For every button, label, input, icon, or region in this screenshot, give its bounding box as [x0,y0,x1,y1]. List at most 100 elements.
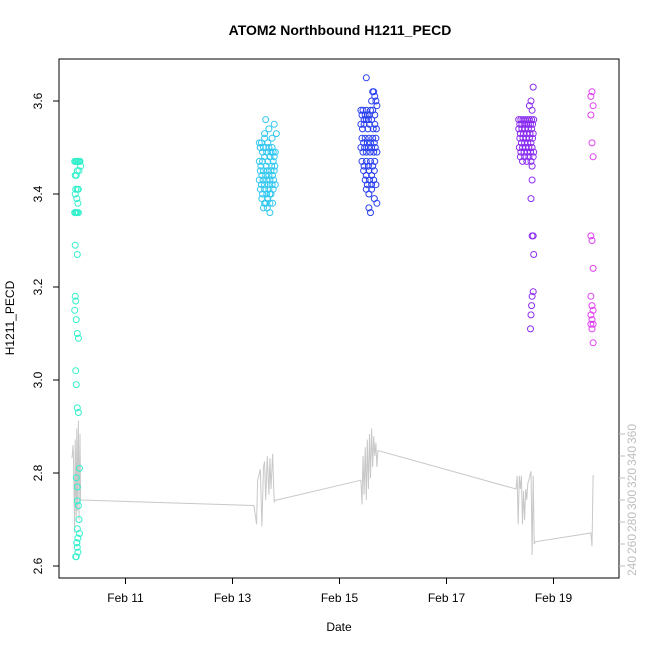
data-point [73,539,81,547]
data-point [370,167,378,175]
data-point [524,120,532,128]
y-tick-label: 3.0 [31,371,45,388]
data-point [529,153,537,161]
data-point [266,153,274,161]
data-point [527,325,534,333]
data-point [73,195,81,203]
data-point [527,311,535,319]
data-point [370,148,378,156]
data-point [372,134,380,142]
y-axis-left: 2.6 2.8 3.0 3.2 3.4 3.6 [31,92,59,574]
data-point [264,139,272,147]
data-point [524,125,532,133]
data-point [358,134,366,142]
data-point [74,209,82,217]
data-point [357,106,365,114]
data-point [371,120,379,128]
data-point [73,483,81,491]
data-point [587,111,595,119]
right-axis-line [71,420,595,556]
x-axis: Feb 11 Feb 13 Feb 15 Feb 17 Feb 19 [107,578,573,605]
y2-tick-label: 300 [625,490,639,510]
data-point [371,157,379,165]
data-point [528,292,536,300]
y2-tick-label: 360 [625,424,639,444]
data-point [264,181,272,189]
data-point [72,316,80,324]
line-series-layer [71,420,595,556]
data-point [587,92,595,100]
chart-title: ATOM2 Northbound H1211_PECD [229,22,452,38]
data-point [587,292,595,300]
data-point [259,176,267,184]
data-point [268,181,276,189]
x-tick-label: Feb 15 [321,591,359,605]
data-point [71,190,79,198]
y2-tick-label: 280 [625,512,639,532]
data-point [367,209,374,217]
data-point [71,306,79,314]
data-point [588,139,596,147]
data-point [260,144,267,151]
data-point [369,125,377,133]
data-point [269,148,277,156]
data-point [372,97,380,105]
data-point [265,125,273,133]
data-point [527,195,535,203]
data-point [270,153,278,161]
data-point [528,106,536,114]
data-point [528,302,536,310]
data-point [74,409,82,416]
data-point [267,167,275,175]
data-point [270,120,278,128]
data-point [359,125,366,133]
data-point [525,134,533,142]
data-point [529,288,537,296]
data-point [364,144,372,151]
data-point [529,232,537,240]
data-point [269,199,277,207]
y-tick-label: 3.4 [31,185,45,202]
data-point [373,199,381,207]
data-point [371,111,379,119]
y-tick-label: 2.8 [31,464,45,481]
data-point [76,464,83,472]
data-point [257,181,265,189]
data-point [529,130,537,138]
data-point [73,330,81,337]
y2-tick-label: 260 [625,534,639,554]
data-point [528,116,536,124]
data-point [530,148,538,156]
data-point [72,553,80,561]
data-point [270,167,278,175]
data-point [367,106,374,114]
data-point [270,176,278,184]
data-point [589,153,597,161]
data-point [589,320,597,328]
data-point [269,185,277,193]
data-point [263,176,271,184]
data-point [372,181,380,189]
data-point [588,88,596,96]
data-point [272,130,280,138]
y-axis-label: H1211_PECD [3,280,17,355]
data-point [361,144,369,151]
data-point [528,176,536,184]
data-point [372,125,380,133]
data-point [71,241,79,249]
data-point [529,120,537,128]
data-point [365,134,373,142]
data-point [256,167,264,175]
data-point [525,116,533,124]
data-point [373,148,381,156]
y2-tick-label: 340 [625,446,639,466]
data-point [362,74,370,82]
data-point [74,334,82,342]
y-tick-label: 3.6 [31,92,45,109]
point-group-1 [71,157,85,561]
data-point [588,325,596,333]
data-point [72,367,80,375]
data-point [587,232,595,240]
data-point [75,516,83,523]
data-point [73,543,81,551]
